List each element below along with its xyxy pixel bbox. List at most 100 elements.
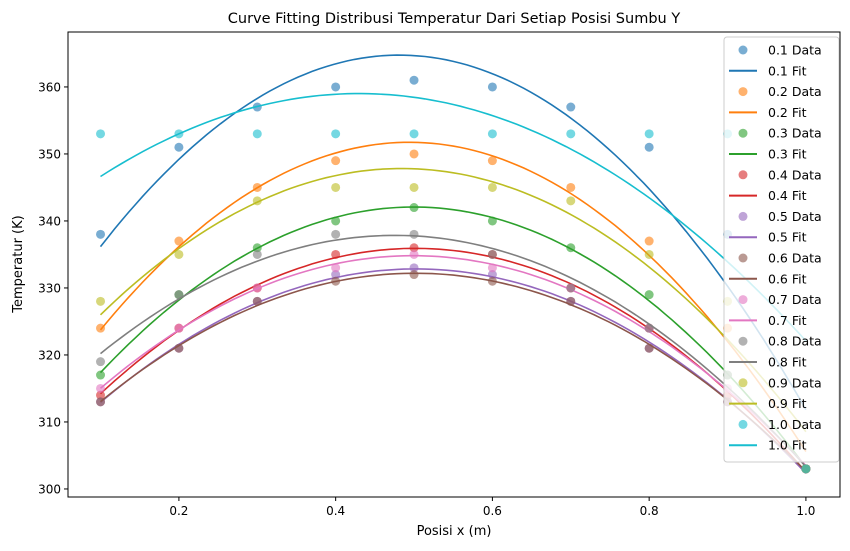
legend-marker bbox=[738, 170, 748, 180]
fit-line bbox=[99, 206, 807, 468]
fit-line bbox=[99, 254, 807, 467]
series-0.2 bbox=[96, 141, 811, 474]
y-tick-label: 350 bbox=[38, 147, 61, 161]
data-point bbox=[96, 323, 106, 333]
fit-line bbox=[99, 141, 807, 453]
data-point bbox=[566, 129, 576, 139]
x-tick-label: 0.2 bbox=[169, 504, 188, 518]
legend-marker bbox=[738, 128, 748, 138]
y-tick-label: 360 bbox=[38, 80, 61, 94]
data-point bbox=[487, 156, 497, 166]
series-1.0 bbox=[96, 92, 811, 474]
legend-label: 0.6 Fit bbox=[768, 271, 807, 286]
data-point bbox=[566, 283, 576, 293]
data-point bbox=[644, 142, 654, 152]
axis-ticks: 0.2 0.4 0.6 0.8 1.0 300 310 320 330 340 350 360 bbox=[38, 80, 815, 518]
data-point bbox=[331, 156, 341, 166]
legend-marker bbox=[738, 211, 748, 221]
legend-label: 0.7 Fit bbox=[768, 313, 807, 328]
legend-marker bbox=[738, 336, 748, 346]
x-tick-label: 1.0 bbox=[796, 504, 815, 518]
data-point bbox=[331, 263, 341, 273]
legend: 0.1 Data 0.1 Fit 0.2 Data 0.2 Fit 0.3 Data 0.… bbox=[723, 36, 840, 463]
data-point bbox=[644, 236, 654, 246]
legend-label: 0.3 Data bbox=[768, 126, 822, 141]
legend-label: 0.7 Data bbox=[768, 292, 822, 307]
series-0.1 bbox=[96, 54, 811, 474]
plot-frame bbox=[67, 31, 841, 498]
data-point bbox=[409, 229, 419, 239]
legend-label: 0.3 Fit bbox=[768, 147, 807, 162]
legend-label: 0.5 Fit bbox=[768, 230, 807, 245]
series-0.6 bbox=[96, 270, 811, 474]
y-tick-label: 320 bbox=[38, 348, 61, 362]
legend-marker bbox=[738, 295, 748, 305]
data-point bbox=[487, 82, 497, 92]
fit-line bbox=[99, 167, 807, 433]
data-point bbox=[409, 249, 419, 259]
y-tick-label: 310 bbox=[38, 415, 61, 429]
series-0.5 bbox=[96, 263, 811, 474]
y-tick-label: 330 bbox=[38, 281, 61, 295]
legend-marker bbox=[738, 419, 748, 429]
data-point bbox=[487, 182, 497, 192]
legend-label: 1.0 Fit bbox=[768, 438, 807, 453]
x-tick-label: 0.6 bbox=[483, 504, 502, 518]
data-point bbox=[174, 236, 184, 246]
series-0.9 bbox=[96, 167, 811, 474]
data-point bbox=[96, 129, 106, 139]
data-point bbox=[252, 249, 262, 259]
fit-line bbox=[99, 268, 807, 474]
data-point bbox=[409, 149, 419, 159]
data-point bbox=[96, 370, 106, 380]
data-point bbox=[252, 129, 262, 139]
legend-label: 0.6 Data bbox=[768, 251, 822, 266]
plot-layer bbox=[96, 54, 811, 474]
data-point bbox=[644, 290, 654, 300]
legend-label: 0.4 Fit bbox=[768, 188, 807, 203]
data-point bbox=[96, 229, 106, 239]
x-axis-label: Posisi x (m) bbox=[417, 524, 492, 539]
series-0.4 bbox=[96, 243, 811, 474]
fit-line bbox=[100, 92, 807, 342]
data-point bbox=[409, 129, 419, 139]
fit-line bbox=[99, 234, 807, 468]
data-point bbox=[331, 82, 341, 92]
data-point bbox=[174, 249, 184, 259]
legend-label: 0.9 Fit bbox=[768, 396, 807, 411]
data-point bbox=[96, 296, 106, 306]
data-point bbox=[409, 75, 419, 85]
y-tick-label: 340 bbox=[38, 214, 61, 228]
legend-label: 0.2 Data bbox=[768, 84, 822, 99]
data-point bbox=[487, 249, 497, 259]
legend-marker bbox=[738, 253, 748, 263]
data-point bbox=[331, 182, 341, 192]
legend-label: 0.4 Data bbox=[768, 167, 822, 182]
legend-label: 0.8 Fit bbox=[768, 355, 807, 370]
legend-label: 0.2 Fit bbox=[768, 105, 807, 120]
legend-label: 0.9 Data bbox=[768, 375, 822, 390]
legend-label: 0.1 Data bbox=[768, 43, 822, 58]
legend-label: 0.8 Data bbox=[768, 334, 822, 349]
x-tick-label: 0.8 bbox=[640, 504, 659, 518]
legend-marker bbox=[738, 378, 748, 388]
data-point bbox=[331, 229, 341, 239]
y-tick-label: 300 bbox=[38, 482, 61, 496]
data-point bbox=[331, 129, 341, 139]
series-0.7 bbox=[96, 249, 811, 474]
series-0.3 bbox=[96, 203, 811, 474]
data-point bbox=[566, 196, 576, 206]
data-point bbox=[96, 390, 106, 400]
legend-marker bbox=[738, 87, 748, 97]
data-point bbox=[252, 296, 262, 306]
legend-box bbox=[723, 36, 840, 463]
data-point bbox=[409, 270, 419, 280]
series-0.8 bbox=[96, 229, 811, 474]
data-point bbox=[644, 129, 654, 139]
fit-line bbox=[99, 272, 807, 472]
x-tick-label: 0.4 bbox=[326, 504, 345, 518]
data-point bbox=[96, 357, 106, 367]
data-point bbox=[409, 263, 419, 273]
data-point bbox=[174, 323, 184, 333]
data-point bbox=[487, 129, 497, 139]
